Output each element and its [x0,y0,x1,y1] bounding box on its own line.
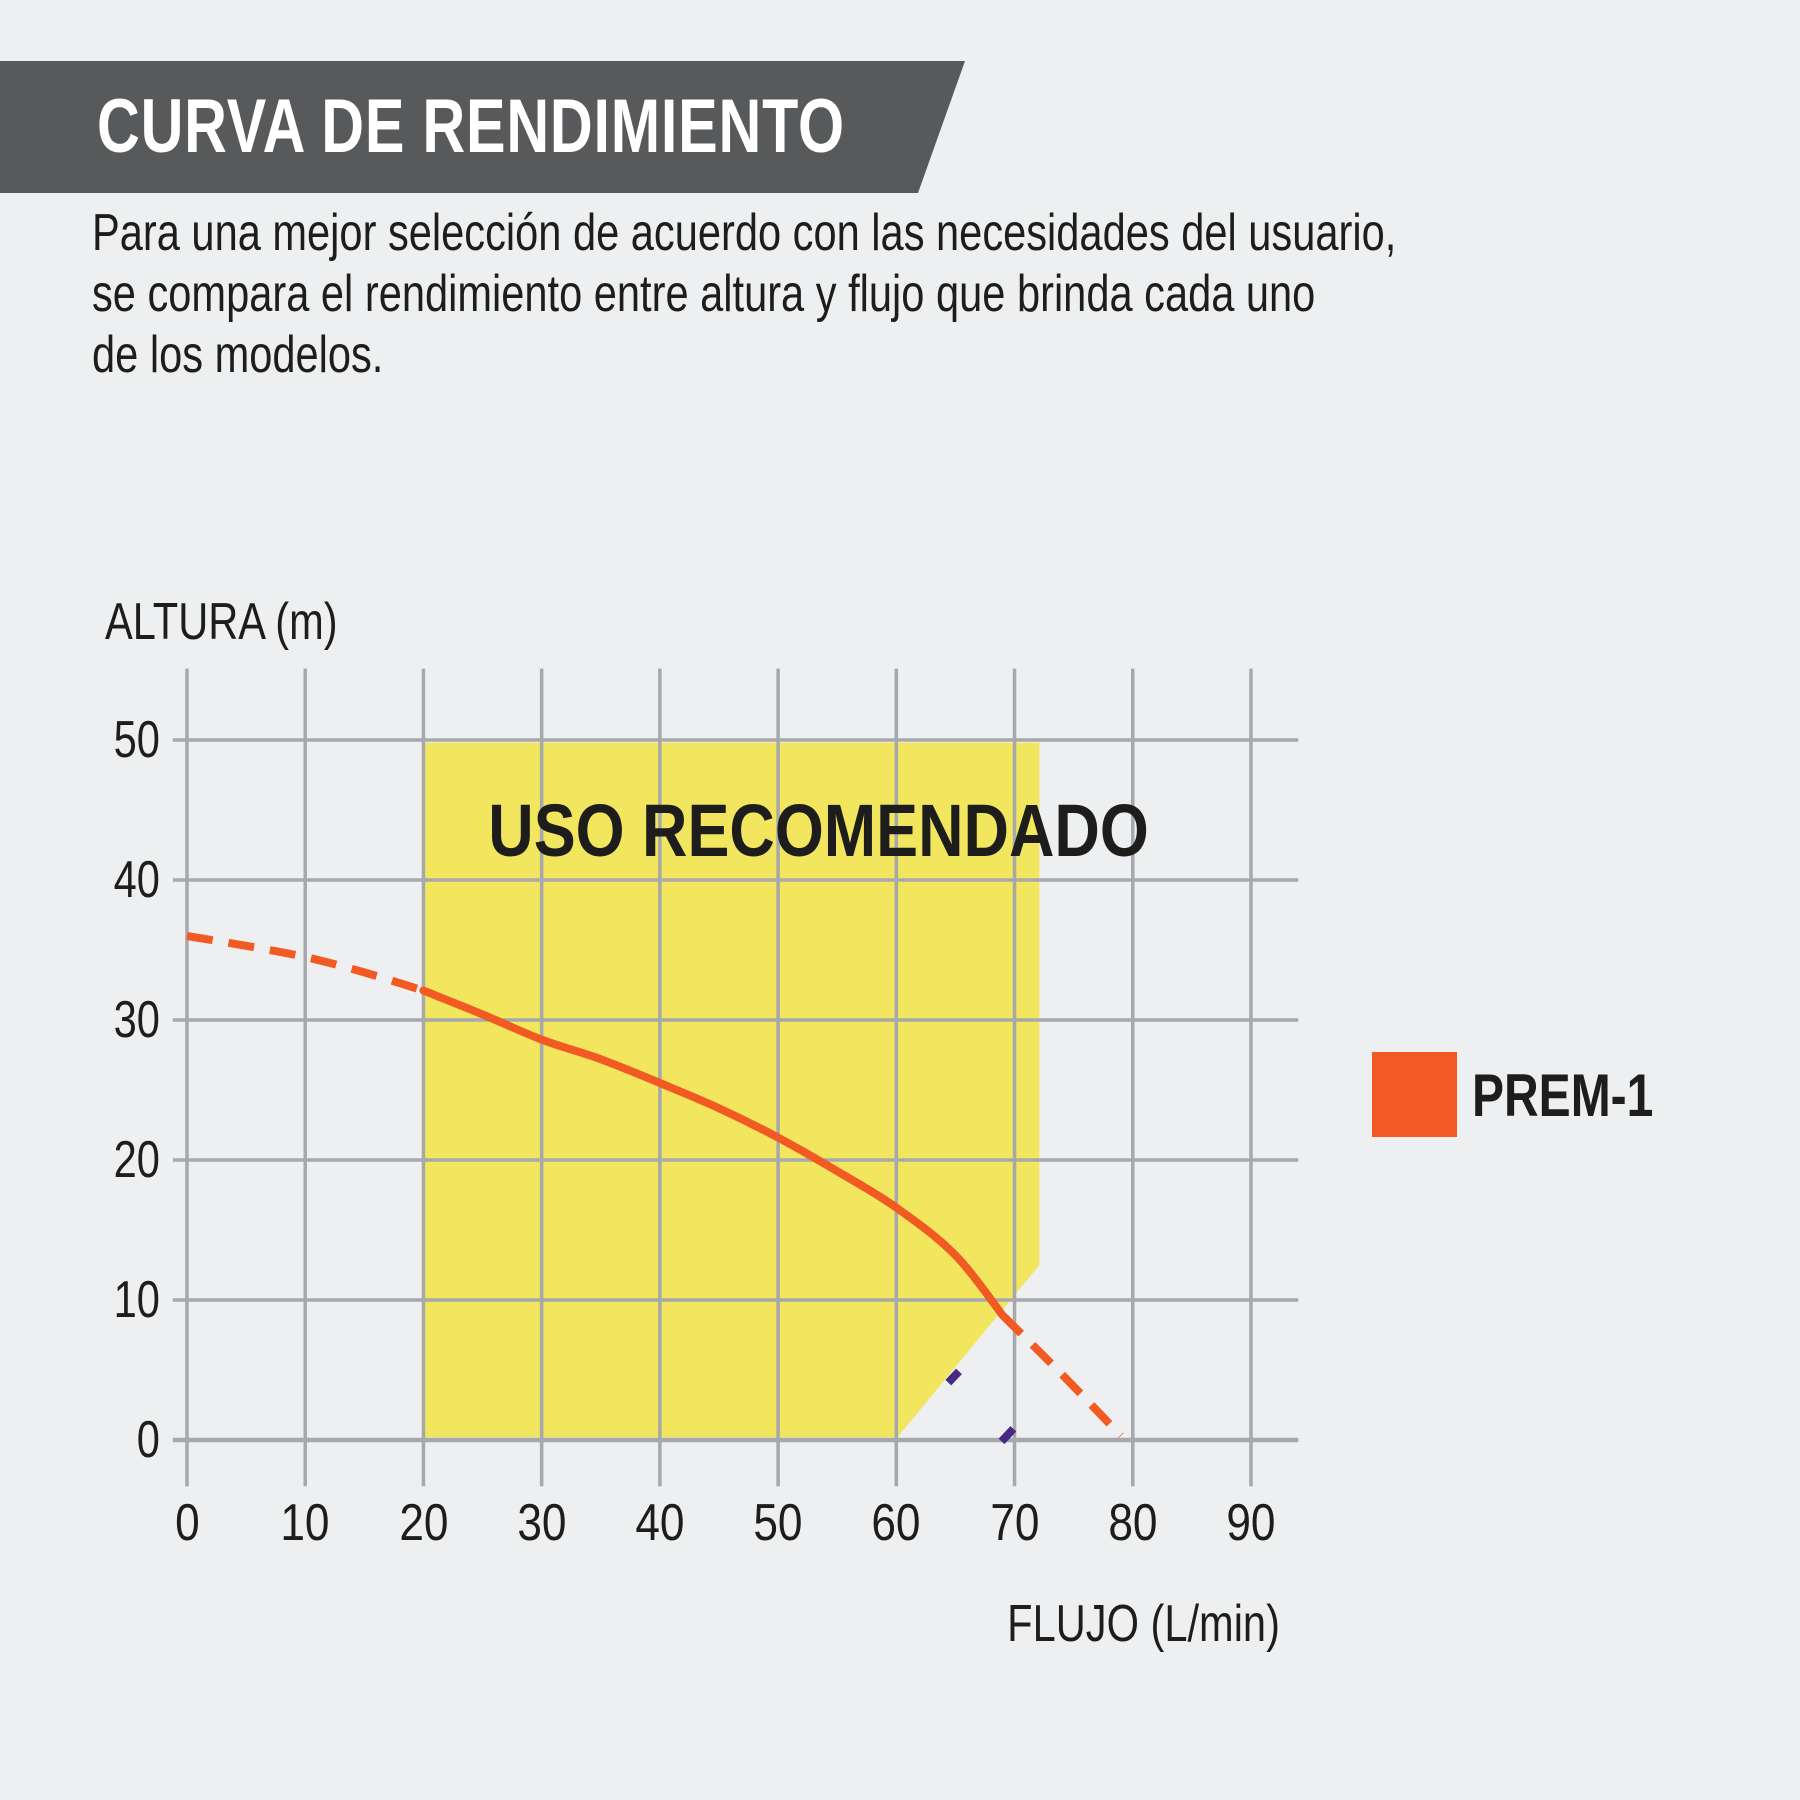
prem1-curve-dashed-tail [999,1312,1124,1439]
y-tick-label: 0 [136,1411,160,1469]
x-tick-label: 50 [753,1494,803,1552]
x-tick-label: 80 [1108,1494,1158,1552]
x-tick-label: 0 [174,1494,200,1552]
recommended-region [423,742,1040,1438]
intro-line: se compara el rendimiento entre altura y… [92,265,1316,323]
x-tick-label: 40 [635,1494,685,1552]
y-tick-label: 30 [113,991,160,1049]
y-tick-label: 40 [113,851,160,909]
x-tick-label: 60 [871,1494,921,1552]
y-tick-label: 20 [113,1131,160,1189]
x-tick-label: 90 [1226,1494,1276,1552]
x-tick-label: 30 [517,1494,567,1552]
prem1-curve-solid [419,986,1007,1320]
x-tick-label: 10 [280,1494,330,1552]
intro-line: Para una mejor selección de acuerdo con … [92,204,1397,262]
x-axis-title: FLUJO (L/min) [1007,1595,1280,1653]
x-tick-label: 70 [989,1494,1040,1552]
legend-label-prem1: PREM-1 [1472,1062,1654,1129]
y-axis-title: ALTURA (m) [105,593,338,651]
page-title-text: CURVA DE RENDIMIENTO [97,84,845,169]
y-tick-label: 50 [113,711,160,769]
page-title: CURVA DE RENDIMIENTO [97,61,1056,193]
title-banner [0,61,965,193]
stray-purple-dash [998,1426,1017,1445]
stray-purple-dash [945,1368,962,1386]
recommended-region-label: USO RECOMENDADO [488,789,1149,872]
y-tick-label: 10 [113,1271,160,1329]
intro-line: de los modelos. [92,326,384,384]
legend-swatch-prem1 [1372,1052,1457,1137]
x-tick-label: 20 [398,1494,449,1552]
intro-paragraph: Para una mejor selección de acuerdo con … [92,203,1722,386]
